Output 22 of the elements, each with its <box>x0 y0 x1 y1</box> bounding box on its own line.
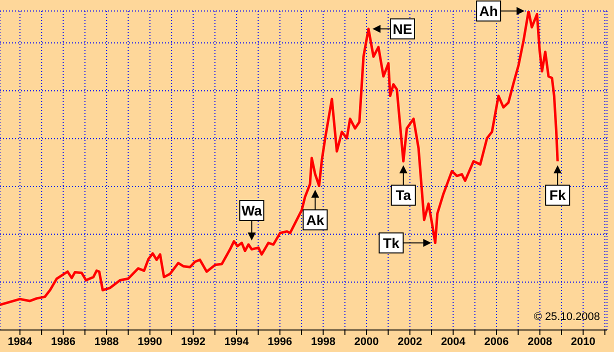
x-tick-label: 2004 <box>440 336 466 348</box>
annotation: Tk <box>383 234 400 251</box>
x-tick-label: 1992 <box>180 336 206 348</box>
x-tick-label: 1996 <box>268 336 292 348</box>
x-tick-label: 2006 <box>484 336 509 348</box>
x-tick-label: 1984 <box>8 336 34 348</box>
x-tick-label: 2000 <box>354 336 379 348</box>
annotation: © 25.10.2008 <box>534 311 600 323</box>
x-tick-label: 2008 <box>528 336 552 348</box>
x-tick-label: 2002 <box>398 336 422 348</box>
annotation: Ta <box>396 187 412 204</box>
annotation: NE <box>392 20 412 37</box>
x-tick-label: 1998 <box>310 336 336 348</box>
x-tick-label: 2010 <box>570 336 596 348</box>
x-tick-label: 1988 <box>94 336 119 348</box>
annotation: Wa <box>241 202 262 219</box>
annotation: Ah <box>479 3 498 19</box>
x-tick-label: 1986 <box>51 336 76 348</box>
x-tick-label: 1990 <box>138 336 162 348</box>
x-tick-label: 1994 <box>224 336 250 348</box>
annotation: Fk <box>549 187 566 204</box>
annotation: Ak <box>306 212 324 228</box>
